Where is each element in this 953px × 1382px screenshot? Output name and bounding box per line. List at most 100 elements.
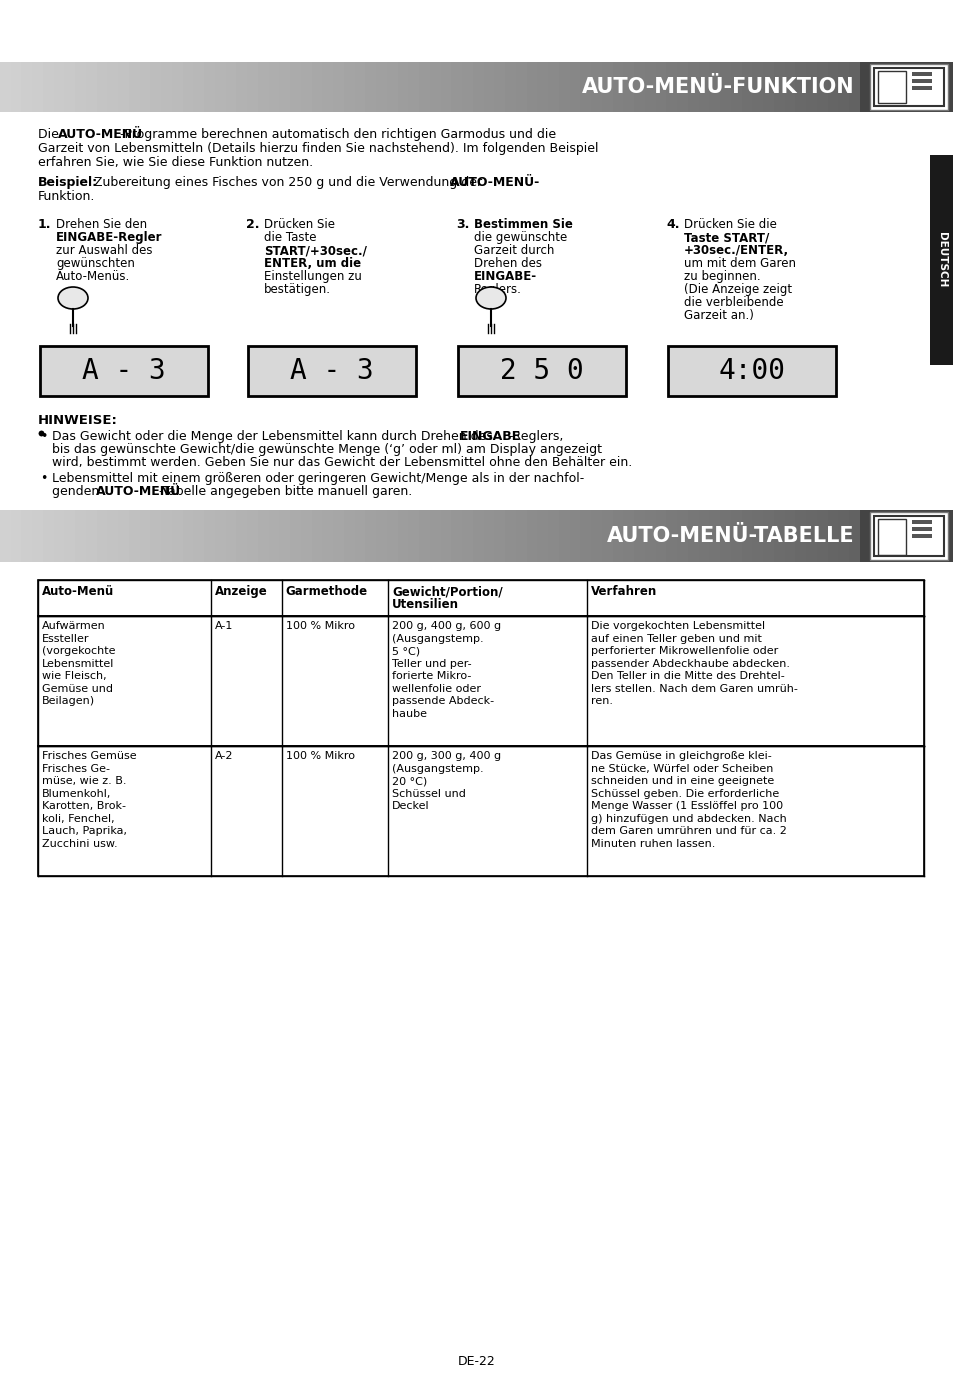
Text: um mit dem Garen: um mit dem Garen [683, 257, 795, 269]
Bar [623, 62, 635, 112]
Bar [623, 510, 635, 562]
Text: 100 % Mikro: 100 % Mikro [285, 750, 355, 761]
Bar [526, 62, 537, 112]
Bar [558, 62, 570, 112]
Text: 200 g, 300 g, 400 g: 200 g, 300 g, 400 g [392, 750, 500, 761]
Bar [333, 62, 345, 112]
Text: Die: Die [38, 129, 63, 141]
Text: schneiden und in eine geeignete: schneiden und in eine geeignete [591, 777, 774, 786]
Bar [118, 62, 130, 112]
Bar [494, 62, 506, 112]
Bar [10, 510, 23, 562]
Bar [269, 62, 280, 112]
Text: 4:00: 4:00 [718, 357, 784, 386]
Text: zur Auswahl des: zur Auswahl des [56, 245, 152, 257]
Bar [38, 580, 923, 616]
Bar [129, 510, 141, 562]
Text: gewünschten: gewünschten [56, 257, 134, 269]
Bar [838, 510, 849, 562]
Bar [730, 62, 742, 112]
Bar [440, 510, 452, 562]
Bar [709, 510, 720, 562]
Text: 4.: 4. [665, 218, 679, 231]
Bar [322, 62, 334, 112]
Bar [312, 62, 323, 112]
Bar [911, 72, 931, 76]
Text: AUTO-MENÜ-TABELLE: AUTO-MENÜ-TABELLE [607, 527, 854, 546]
Text: Essteller: Essteller [42, 633, 90, 644]
Bar [752, 510, 763, 562]
Text: Frisches Gemüse: Frisches Gemüse [42, 750, 136, 761]
Bar [720, 510, 731, 562]
Text: 2 5 0: 2 5 0 [499, 357, 583, 386]
Bar [773, 62, 785, 112]
Bar [612, 510, 624, 562]
Bar [214, 62, 227, 112]
Ellipse shape [58, 287, 88, 310]
Bar [805, 510, 817, 562]
Bar [741, 62, 753, 112]
Bar [151, 510, 162, 562]
Bar [644, 62, 656, 112]
Text: Drücken Sie: Drücken Sie [264, 218, 335, 231]
Bar [911, 86, 931, 90]
Text: Die vorgekochten Lebensmittel: Die vorgekochten Lebensmittel [591, 621, 764, 632]
Bar [816, 62, 828, 112]
Bar [873, 68, 943, 106]
Bar [375, 62, 388, 112]
Bar [911, 520, 931, 524]
Bar [537, 62, 549, 112]
Bar [397, 510, 409, 562]
Bar [430, 62, 441, 112]
Bar [687, 62, 699, 112]
Bar [720, 62, 731, 112]
Bar [655, 510, 667, 562]
Bar [505, 510, 517, 562]
Text: die Taste: die Taste [264, 231, 316, 245]
Text: bestätigen.: bestätigen. [264, 283, 331, 296]
Bar [247, 62, 258, 112]
Bar [32, 510, 44, 562]
Bar [355, 510, 366, 562]
Bar [773, 510, 785, 562]
Text: 20 °C): 20 °C) [392, 777, 427, 786]
Text: Menge Wasser (1 Esslöffel pro 100: Menge Wasser (1 Esslöffel pro 100 [591, 802, 782, 811]
Text: EINGABE-Regler: EINGABE-Regler [56, 231, 162, 245]
Text: Garmethode: Garmethode [285, 585, 368, 598]
Bar [666, 510, 678, 562]
Bar [183, 62, 194, 112]
Bar [805, 62, 817, 112]
Bar [440, 62, 452, 112]
Text: wellenfolie oder: wellenfolie oder [392, 684, 480, 694]
Bar [38, 746, 923, 876]
Bar [226, 510, 237, 562]
Text: EINGABE-: EINGABE- [474, 269, 537, 283]
Text: 2.: 2. [246, 218, 259, 231]
Text: müse, wie z. B.: müse, wie z. B. [42, 777, 127, 786]
Bar [279, 62, 291, 112]
Text: Drehen Sie den: Drehen Sie den [56, 218, 147, 231]
Text: AUTO-MENÜ: AUTO-MENÜ [96, 485, 181, 498]
Bar [494, 510, 506, 562]
Text: Verfahren: Verfahren [591, 585, 657, 598]
Text: Blumenkohl,: Blumenkohl, [42, 789, 112, 799]
Bar [929, 155, 953, 365]
Bar [172, 62, 184, 112]
Text: Deckel: Deckel [392, 802, 429, 811]
Bar [795, 62, 806, 112]
Bar [22, 510, 33, 562]
Bar [869, 64, 947, 111]
Text: HINWEISE:: HINWEISE: [38, 415, 118, 427]
Text: Lauch, Paprika,: Lauch, Paprika, [42, 826, 127, 836]
Bar [869, 511, 947, 560]
Text: Drehen des: Drehen des [474, 257, 541, 269]
Bar [301, 62, 313, 112]
Bar [118, 510, 130, 562]
Text: wie Fleisch,: wie Fleisch, [42, 672, 107, 681]
Bar [698, 62, 710, 112]
Text: ENTER, um die: ENTER, um die [264, 257, 361, 269]
Bar [96, 62, 109, 112]
Bar [279, 510, 291, 562]
Bar [911, 527, 931, 531]
Text: auf einen Teller geben und mit: auf einen Teller geben und mit [591, 633, 761, 644]
